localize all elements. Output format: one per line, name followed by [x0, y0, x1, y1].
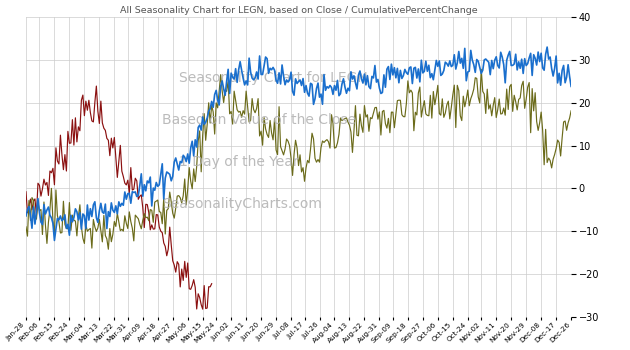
Text: Seasonality Chart for LEGN: Seasonality Chart for LEGN	[179, 71, 367, 85]
Text: Based on Value of the Close: Based on Value of the Close	[163, 113, 356, 127]
Text: SeasonalityCharts.com: SeasonalityCharts.com	[163, 197, 322, 211]
Title: All Seasonality Chart for LEGN, based on Close / CumulativePercentChange: All Seasonality Chart for LEGN, based on…	[120, 6, 478, 15]
Text: 1 Day of the Year: 1 Day of the Year	[179, 155, 298, 169]
